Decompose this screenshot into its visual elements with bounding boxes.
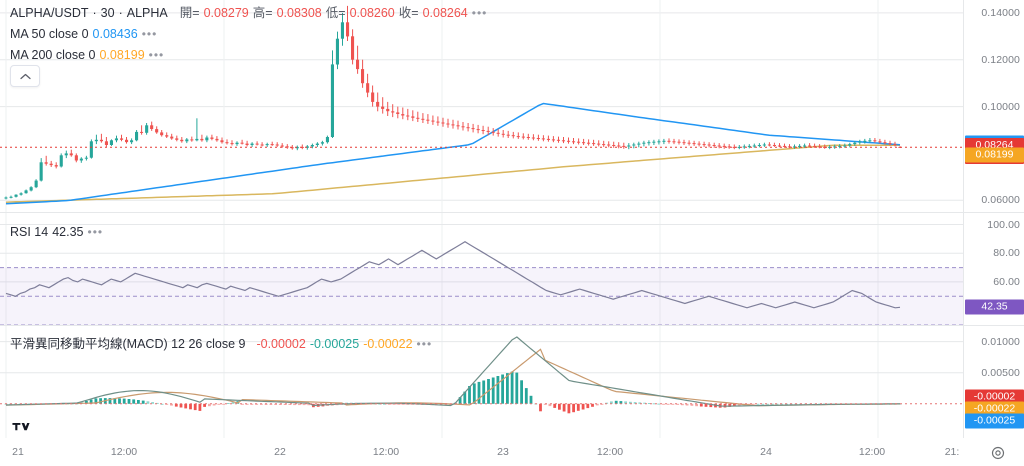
rsi-tick: 60.00 (993, 275, 1020, 288)
macd-value-2: -0.00025 (309, 337, 360, 351)
pane-divider-2 (0, 325, 1024, 326)
rsi-plot-area[interactable] (0, 213, 964, 325)
price-axis[interactable]: 0.140000.120000.100000.060000.084360.082… (964, 0, 1024, 212)
price-candlestick-svg (0, 0, 964, 212)
time-tick: 23 (497, 446, 509, 458)
ma50-more-icon[interactable]: ••• (141, 27, 158, 41)
high-label: 高= (252, 6, 273, 20)
macd-hist-badge[interactable]: -0.00025 (965, 413, 1024, 429)
ma50-value: 0.08436 (92, 27, 138, 41)
macd-more-icon[interactable]: ••• (416, 337, 433, 351)
ma200-title[interactable]: MA 200 close 0 (10, 48, 96, 62)
price-pane[interactable]: 0.14000 0.12000 0.10000 0.06000 0.08436 0.082… (0, 0, 1024, 212)
open-value: 0.08279 (203, 6, 249, 20)
time-tick: 12:00 (596, 446, 624, 458)
macd-pane[interactable]: 0.01000 0.00500 -0.00002 -0.00022 -0.00025 (0, 326, 1024, 438)
rsi-tick: 80.00 (993, 247, 1020, 260)
rsi-title[interactable]: RSI 14 (10, 225, 49, 239)
time-tick: 22 (274, 446, 286, 458)
rsi-pane[interactable]: 100.00 80.00 60.00 42.35 (0, 213, 1024, 325)
macd-value-3: -0.00022 (363, 337, 413, 351)
rsi-legend-row[interactable]: RSI 14 42.35 ••• (10, 224, 103, 241)
rsi-axis[interactable]: 100.00 80.00 60.00 42.35 (964, 213, 1024, 325)
symbol-label[interactable]: ALPHA/USDT (10, 6, 89, 20)
time-tick: 12:00 (110, 446, 138, 458)
price-tick: 0.06000 (981, 194, 1020, 207)
exchange-label[interactable]: ALPHA (126, 6, 168, 20)
ma200-more-icon[interactable]: ••• (148, 48, 165, 62)
macd-plot-area[interactable] (0, 326, 964, 438)
time-tick: 21 (12, 446, 24, 458)
high-value: 0.08308 (276, 6, 322, 20)
legend-separator-2: · (118, 6, 123, 20)
symbol-legend-row[interactable]: ALPHA/USDT · 30 · ALPHA 開= 0.08279 高= 0.08… (10, 5, 487, 22)
pane-divider-1 (0, 212, 1024, 213)
macd-title[interactable]: 平滑異同移動平均線(MACD) 12 26 close 9 (10, 337, 246, 351)
macd-tick: 0.01000 (981, 335, 1020, 348)
rsi-tick: 100.00 (987, 218, 1020, 231)
price-tick: 0.14000 (981, 6, 1020, 19)
macd-value-1: -0.00002 (256, 337, 306, 351)
macd-svg (0, 326, 964, 438)
rsi-value: 42.35 (52, 225, 84, 239)
close-value: 0.08264 (422, 6, 468, 20)
symbol-more-icon[interactable]: ••• (471, 6, 488, 20)
macd-tick: 0.00500 (981, 366, 1020, 379)
time-tick: 24 (760, 446, 772, 458)
collapse-legend-button[interactable] (10, 65, 40, 87)
open-label: 開= (179, 6, 200, 20)
macd-legend[interactable]: 平滑異同移動平均線(MACD) 12 26 close 9 -0.00002 -… (10, 336, 432, 353)
close-label: 收= (398, 6, 419, 20)
time-axis[interactable]: 21 12:00 22 12:00 23 12:00 24 12:00 21: (0, 438, 1024, 466)
low-value: 0.08260 (349, 6, 395, 20)
chart-settings-gear-icon[interactable] (990, 445, 1006, 461)
time-tick: 21: (944, 446, 960, 458)
price-tick: 0.12000 (981, 53, 1020, 66)
legend-separator-1: · (92, 6, 97, 20)
interval-label[interactable]: 30 (100, 6, 115, 20)
price-legend[interactable]: ALPHA/USDT · 30 · ALPHA 開= 0.08279 高= 0.08… (10, 5, 487, 64)
low-label: 低= (325, 6, 346, 20)
tradingview-logo-icon[interactable] (10, 418, 32, 434)
ma200-price-badge[interactable]: 0.08199 (965, 147, 1024, 163)
price-tick: 0.10000 (981, 100, 1020, 113)
macd-axis[interactable]: 0.01000 0.00500 -0.00002 -0.00022 -0.00025 (964, 326, 1024, 438)
rsi-more-icon[interactable]: ••• (87, 225, 104, 239)
rsi-legend[interactable]: RSI 14 42.35 ••• (10, 224, 103, 241)
ma200-value: 0.08199 (99, 48, 145, 62)
ma50-title[interactable]: MA 50 close 0 (10, 27, 89, 41)
macd-signal-badge[interactable]: -0.00022 (965, 401, 1024, 417)
time-tick: 12:00 (858, 446, 886, 458)
rsi-value-badge[interactable]: 42.35 (965, 299, 1024, 315)
time-tick: 12:00 (372, 446, 400, 458)
macd-legend-row[interactable]: 平滑異同移動平均線(MACD) 12 26 close 9 -0.00002 -… (10, 336, 432, 353)
rsi-line-svg (0, 213, 964, 325)
chevron-up-icon (19, 73, 31, 79)
macd-value-badge[interactable]: -0.00002 (965, 389, 1024, 405)
axis-divider (963, 0, 964, 438)
price-plot-area[interactable] (0, 0, 964, 212)
ma50-legend-row[interactable]: MA 50 close 0 0.08436 ••• (10, 26, 487, 43)
ma200-legend-row[interactable]: MA 200 close 0 0.08199 ••• (10, 47, 487, 64)
